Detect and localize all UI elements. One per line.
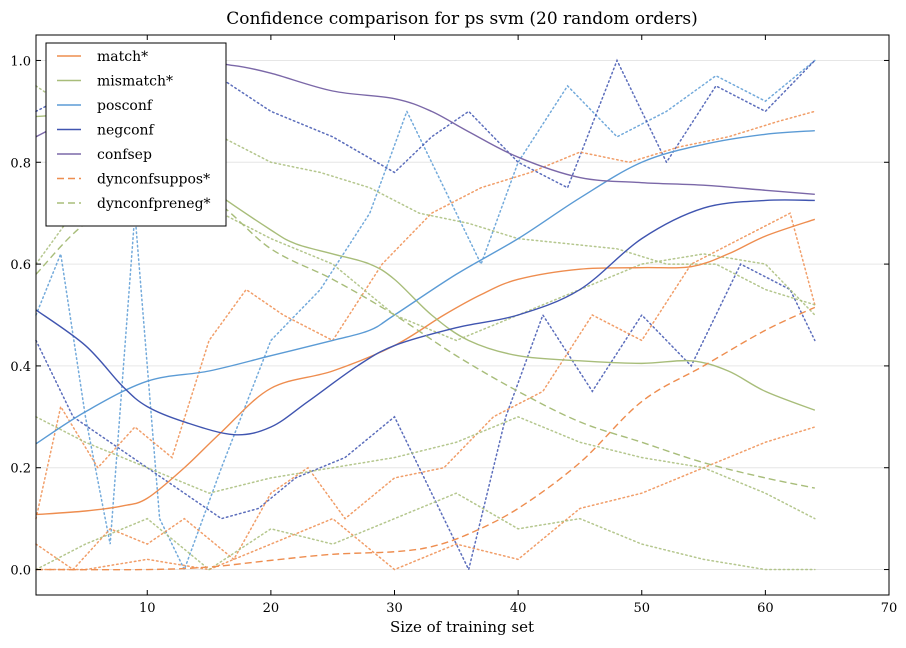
individual-run-line (35, 416, 816, 520)
individual-run-line (35, 492, 816, 571)
legend: match* mismatch* posconf negconf confsep dync… (45, 42, 227, 227)
axis-ticks: 0.0 0.2 0.4 0.6 0.8 1.0 10 20 30 40 50 60 70 (10, 35, 897, 616)
series-line-negconf (35, 199, 815, 436)
series-line-posconf (35, 130, 815, 445)
y-tick-label: 0.4 (10, 360, 31, 375)
legend-box (45, 42, 227, 227)
series-line-dynconfsuppos (35, 306, 816, 571)
x-tick-label: 70 (881, 601, 898, 616)
individual-run-line (35, 85, 816, 306)
x-tick-label: 40 (510, 601, 527, 616)
y-tick-label: 1.0 (10, 54, 31, 69)
x-tick-label: 60 (757, 601, 774, 616)
x-tick-label: 10 (139, 601, 156, 616)
chart-title: Confidence comparison for ps svm (20 ran… (226, 9, 697, 29)
x-tick-label: 50 (633, 601, 650, 616)
y-tick-label: 0.2 (10, 462, 31, 477)
legend-label: dynconfsuppos* (97, 172, 210, 188)
series-line-match (35, 218, 816, 516)
legend-label: mismatch* (97, 74, 173, 90)
individual-run-line (35, 426, 816, 571)
individual-run-line (35, 59, 816, 572)
x-tick-label: 20 (263, 601, 280, 616)
y-tick-label: 0.0 (10, 564, 31, 579)
y-tick-label: 0.8 (10, 156, 31, 171)
legend-label: posconf (97, 98, 154, 114)
plot-frame (35, 34, 890, 596)
legend-label: negconf (97, 123, 156, 139)
legend-label: confsep (97, 147, 152, 163)
x-axis-label: Size of training set (390, 618, 534, 636)
x-tick-label: 30 (386, 601, 403, 616)
individual-run-line (35, 212, 816, 571)
individual-run-line (35, 110, 816, 520)
y-tick-label: 0.6 (10, 258, 31, 273)
legend-label: dynconfpreneg* (97, 196, 211, 212)
legend-label: match* (97, 49, 148, 65)
